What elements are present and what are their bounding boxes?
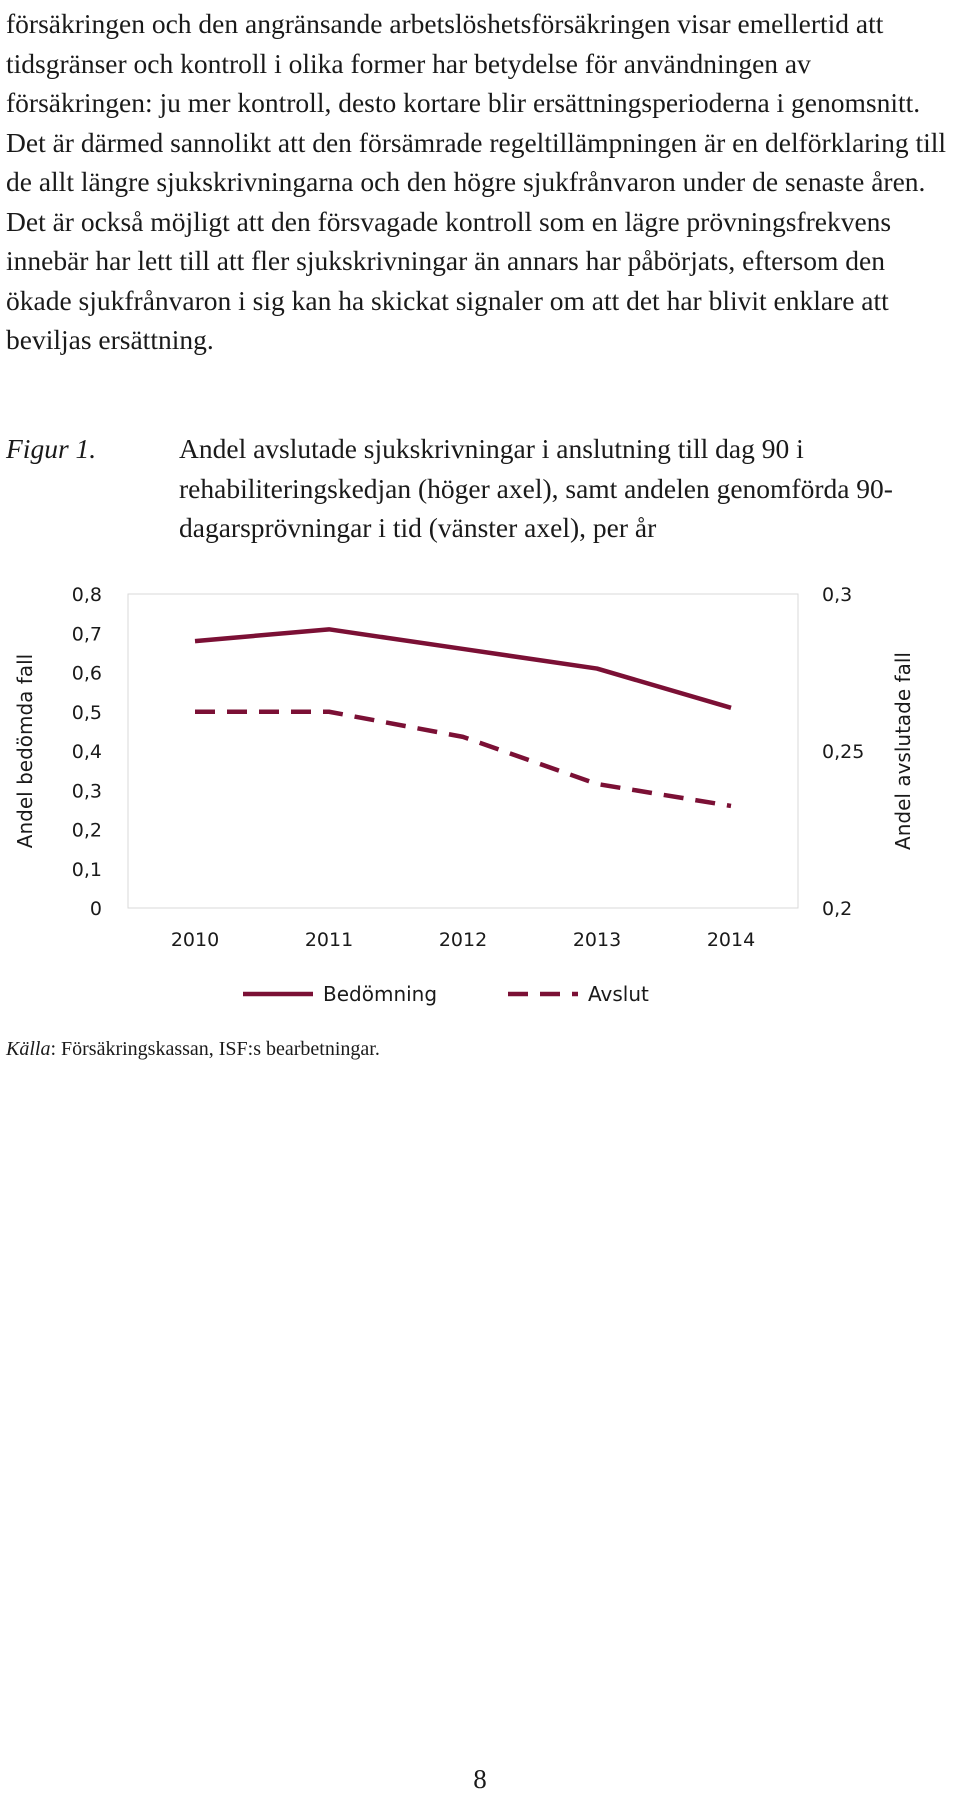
figure-label: Figur 1. [6,433,97,464]
source-label: Källa [6,1038,51,1060]
y-right-tick-label: 0,2 [822,898,852,920]
plot-area [127,593,799,909]
y-left-tick-label: 0,4 [72,741,102,763]
y-left-tick-label: 0,5 [72,702,102,724]
y-left-tick-label: 0,6 [72,663,102,685]
y-left-tick-label: 0,2 [72,820,102,842]
dual-axis-line-chart: 0 0,1 0,2 0,3 0,4 0,5 0,6 0,7 0,8 0,2 0,25 0,3 201… [13,584,915,1006]
figure-caption: Andel avslutade sjukskrivningar i anslut… [179,433,893,543]
y-right-axis-title: Andel avslutade fall [891,652,915,850]
figure-header: Figur 1. Andel avslutade sjukskrivningar… [0,429,960,559]
body-paragraph: försäkringen och den angränsande arbetsl… [6,8,947,355]
y-left-tick-label: 0,1 [72,859,102,881]
y-left-axis-title: Andel bedömda fall [13,654,37,848]
y-left-tick-label: 0,3 [72,780,102,802]
series-line-avslut [195,709,732,809]
x-tick-label: 2010 [171,929,219,951]
page-number: 8 [473,1764,487,1794]
x-tick-label: 2014 [707,929,755,951]
y-left-tick-label: 0 [90,898,102,920]
x-tick-label: 2011 [305,929,353,951]
y-right-tick-label: 0,25 [822,741,864,763]
x-tick-label: 2012 [439,929,487,951]
source-note: Källa: Försäkringskassan, ISF:s bearbetn… [6,1036,380,1062]
y-left-tick-label: 0,7 [72,623,102,645]
x-tick-label: 2013 [573,929,621,951]
legend-label: Bedömning [323,982,437,1006]
y-left-tick-label: 0,8 [72,584,102,606]
legend-label: Avslut [588,982,649,1006]
source-text: : Försäkringskassan, ISF:s bearbetningar… [50,1038,380,1060]
y-right-tick-label: 0,3 [822,584,852,606]
series-line-bed-mning [194,627,732,710]
